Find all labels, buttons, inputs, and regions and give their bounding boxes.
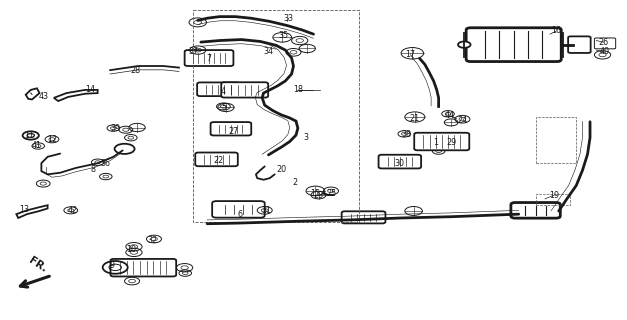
Text: 13: 13	[19, 205, 29, 214]
FancyBboxPatch shape	[211, 122, 251, 135]
FancyBboxPatch shape	[195, 153, 238, 166]
Text: 9: 9	[110, 261, 115, 270]
FancyBboxPatch shape	[466, 28, 561, 61]
Text: 24: 24	[457, 116, 468, 125]
Bar	[535, 194, 570, 205]
FancyBboxPatch shape	[197, 83, 240, 96]
Text: 22: 22	[213, 156, 224, 164]
Text: 26: 26	[598, 38, 608, 47]
Text: 37: 37	[188, 47, 198, 56]
Text: 40: 40	[599, 47, 609, 56]
Text: 3: 3	[303, 133, 308, 142]
Text: 28: 28	[130, 66, 140, 75]
Text: 15: 15	[310, 189, 320, 198]
Text: 25: 25	[326, 189, 336, 198]
Text: 33: 33	[283, 14, 293, 23]
Text: 44: 44	[445, 111, 455, 120]
Text: 39: 39	[110, 124, 120, 132]
Text: 8: 8	[91, 165, 96, 174]
Text: 18: 18	[293, 85, 303, 94]
Text: FR.: FR.	[28, 256, 49, 275]
Bar	[535, 117, 576, 163]
Text: 11: 11	[24, 131, 34, 140]
FancyBboxPatch shape	[379, 155, 421, 168]
FancyBboxPatch shape	[511, 203, 561, 218]
Text: 10: 10	[126, 245, 136, 254]
Text: 43: 43	[38, 92, 48, 101]
Text: 19: 19	[549, 190, 559, 200]
Circle shape	[458, 42, 470, 48]
Text: 12: 12	[48, 135, 58, 144]
FancyBboxPatch shape	[342, 211, 386, 223]
Text: 38: 38	[401, 130, 411, 139]
Text: 34: 34	[263, 47, 273, 56]
Text: 5: 5	[221, 103, 226, 112]
Text: 36: 36	[101, 159, 111, 168]
Text: 2: 2	[292, 178, 297, 187]
Text: 32: 32	[147, 236, 158, 245]
Text: 20: 20	[276, 165, 286, 174]
Text: 1: 1	[433, 138, 438, 147]
FancyBboxPatch shape	[414, 133, 469, 150]
Text: 4: 4	[220, 87, 225, 96]
FancyBboxPatch shape	[594, 38, 616, 49]
Text: 6: 6	[237, 210, 242, 219]
Text: 17: 17	[406, 50, 416, 59]
Text: 16: 16	[551, 27, 561, 36]
Text: 14: 14	[85, 85, 95, 94]
FancyBboxPatch shape	[110, 259, 176, 276]
FancyBboxPatch shape	[568, 36, 591, 53]
Text: 30: 30	[395, 159, 405, 168]
Text: 31: 31	[261, 206, 271, 215]
FancyBboxPatch shape	[184, 50, 233, 66]
Text: 41: 41	[32, 141, 42, 150]
Text: 27: 27	[228, 127, 238, 136]
Text: 29: 29	[446, 138, 456, 147]
Text: 21: 21	[410, 114, 420, 123]
Text: 42: 42	[68, 206, 78, 215]
Text: 35: 35	[278, 31, 288, 40]
FancyBboxPatch shape	[212, 201, 265, 218]
Text: 7: 7	[206, 53, 211, 62]
Text: 23: 23	[314, 190, 324, 200]
FancyBboxPatch shape	[221, 82, 268, 98]
